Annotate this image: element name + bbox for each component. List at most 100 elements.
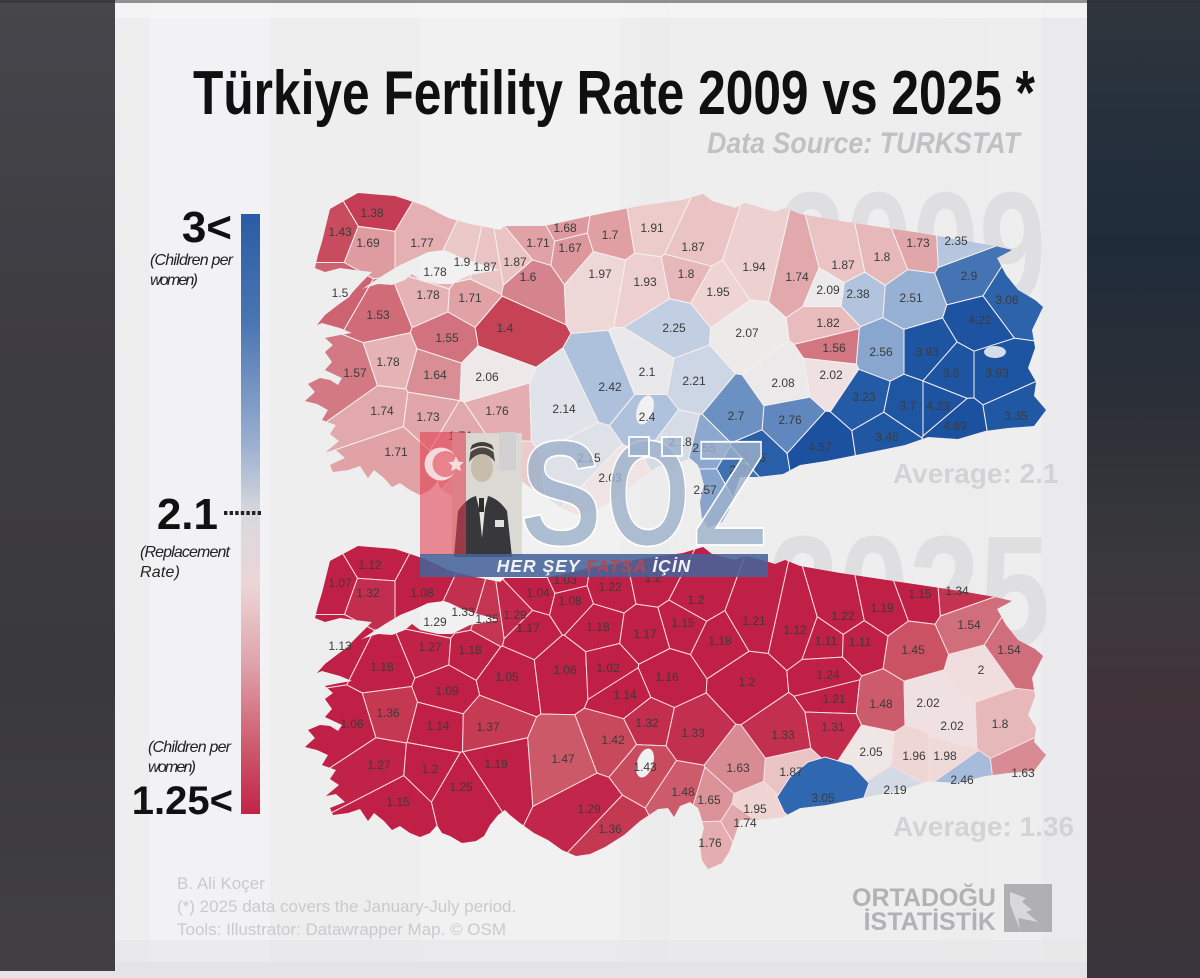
svg-text:1.14: 1.14 xyxy=(613,688,637,702)
svg-text:1.17: 1.17 xyxy=(633,627,657,641)
svg-text:1.87: 1.87 xyxy=(779,765,803,779)
svg-text:2.07: 2.07 xyxy=(735,326,759,340)
svg-text:Tools: Illustrator: Datawrappe: Tools: Illustrator: Datawrapper Map. © O… xyxy=(177,920,506,939)
svg-text:1.12: 1.12 xyxy=(783,623,807,637)
svg-text:1.22: 1.22 xyxy=(598,580,622,594)
svg-text:1.54: 1.54 xyxy=(957,618,981,632)
svg-text:1.24: 1.24 xyxy=(816,668,840,682)
svg-text:Rate): Rate) xyxy=(140,564,180,581)
svg-text:2.42: 2.42 xyxy=(598,380,622,394)
svg-text:3.15: 3.15 xyxy=(742,451,766,465)
svg-text:1.95: 1.95 xyxy=(706,285,730,299)
svg-text:1.69: 1.69 xyxy=(356,236,380,250)
svg-text:1.8: 1.8 xyxy=(992,717,1009,731)
svg-text:1.74: 1.74 xyxy=(733,816,757,830)
svg-text:1.31: 1.31 xyxy=(821,720,845,734)
svg-text:1.47: 1.47 xyxy=(551,752,575,766)
svg-text:2.02: 2.02 xyxy=(916,696,940,710)
svg-text:3.7: 3.7 xyxy=(900,399,917,413)
svg-text:1.82: 1.82 xyxy=(816,316,840,330)
svg-text:(Replacement: (Replacement xyxy=(140,544,231,561)
svg-text:3.8: 3.8 xyxy=(943,366,960,380)
svg-text:1.93: 1.93 xyxy=(633,275,657,289)
svg-text:1.29: 1.29 xyxy=(423,615,447,629)
svg-text:1.96: 1.96 xyxy=(902,749,926,763)
svg-text:1.87: 1.87 xyxy=(831,258,855,272)
svg-text:1.06: 1.06 xyxy=(553,663,577,677)
svg-text:1.11: 1.11 xyxy=(849,635,872,649)
svg-text:1.5: 1.5 xyxy=(332,286,349,300)
svg-text:1.43: 1.43 xyxy=(633,760,657,774)
svg-text:1.07: 1.07 xyxy=(328,576,352,590)
svg-text:Data Source: TURKSTAT: Data Source: TURKSTAT xyxy=(707,127,1022,160)
svg-text:1.38: 1.38 xyxy=(360,206,384,220)
svg-text:1.2: 1.2 xyxy=(422,762,439,776)
svg-text:1.11: 1.11 xyxy=(815,634,838,648)
svg-text:2.46: 2.46 xyxy=(950,773,974,787)
svg-text:1.87: 1.87 xyxy=(473,260,497,274)
svg-text:3.46: 3.46 xyxy=(875,430,899,444)
svg-text:1.18: 1.18 xyxy=(370,660,394,674)
svg-text:1.98: 1.98 xyxy=(933,749,957,763)
svg-text:2.4: 2.4 xyxy=(639,410,656,424)
svg-text:1.32: 1.32 xyxy=(635,716,659,730)
svg-text:2.7: 2.7 xyxy=(728,409,745,423)
svg-text:1.19: 1.19 xyxy=(870,601,894,615)
svg-text:S: S xyxy=(520,409,602,577)
svg-text:2.1: 2.1 xyxy=(157,490,218,539)
svg-text:HER ŞEY FATSA İÇİN: HER ŞEY FATSA İÇİN xyxy=(497,556,692,576)
svg-text:1.2: 1.2 xyxy=(688,593,705,607)
svg-text:women): women) xyxy=(148,759,196,776)
svg-text:1.19: 1.19 xyxy=(484,757,508,771)
svg-text:3<: 3< xyxy=(182,203,232,252)
svg-text:4.57: 4.57 xyxy=(808,440,832,454)
svg-text:3.06: 3.06 xyxy=(995,293,1019,307)
svg-text:1.48: 1.48 xyxy=(671,785,695,799)
svg-text:1.27: 1.27 xyxy=(418,640,442,654)
svg-text:B. Ali Koçer: B. Ali Koçer xyxy=(177,874,265,893)
svg-text:1.29: 1.29 xyxy=(577,802,601,816)
svg-text:2: 2 xyxy=(978,663,985,677)
svg-text:2.55: 2.55 xyxy=(692,441,716,455)
svg-text:1.15: 1.15 xyxy=(386,795,410,809)
svg-text:2.56: 2.56 xyxy=(869,345,893,359)
svg-text:1.2: 1.2 xyxy=(739,675,756,689)
svg-text:1.71: 1.71 xyxy=(526,236,550,250)
svg-text:1.78: 1.78 xyxy=(376,355,400,369)
svg-text:2.09: 2.09 xyxy=(816,283,840,297)
svg-text:(*) 2025 data covers the Janua: (*) 2025 data covers the January-July pe… xyxy=(177,897,516,916)
svg-text:1.76: 1.76 xyxy=(698,836,722,850)
svg-text:1.77: 1.77 xyxy=(410,236,434,250)
svg-text:1.95: 1.95 xyxy=(743,802,767,816)
svg-text:1.35: 1.35 xyxy=(475,612,499,626)
svg-text:2.38: 2.38 xyxy=(846,287,870,301)
svg-text:1.56: 1.56 xyxy=(822,341,846,355)
svg-text:1.13: 1.13 xyxy=(328,639,352,653)
svg-text:2.14: 2.14 xyxy=(552,402,576,416)
svg-text:1.73: 1.73 xyxy=(416,410,440,424)
svg-text:1.8: 1.8 xyxy=(678,267,695,281)
svg-text:1.25: 1.25 xyxy=(449,780,473,794)
svg-text:O: O xyxy=(606,409,690,577)
svg-text:3.05: 3.05 xyxy=(811,791,835,805)
svg-text:1.74: 1.74 xyxy=(785,270,809,284)
svg-text:2.05: 2.05 xyxy=(859,745,883,759)
svg-text:1.67: 1.67 xyxy=(558,241,582,255)
svg-text:women): women) xyxy=(150,272,198,289)
svg-text:1.27: 1.27 xyxy=(367,758,391,772)
svg-text:3.35: 3.35 xyxy=(1004,409,1028,423)
svg-text:1.22: 1.22 xyxy=(831,609,855,623)
svg-text:2.15: 2.15 xyxy=(577,451,601,465)
svg-text:(Children per: (Children per xyxy=(150,252,234,269)
svg-text:2.51: 2.51 xyxy=(899,291,923,305)
svg-text:1.63: 1.63 xyxy=(1011,766,1035,780)
svg-text:1.71: 1.71 xyxy=(458,291,482,305)
svg-text:1.33: 1.33 xyxy=(451,605,475,619)
svg-text:1.91: 1.91 xyxy=(640,221,664,235)
svg-text:2.9: 2.9 xyxy=(961,269,978,283)
svg-text:1.65: 1.65 xyxy=(697,793,721,807)
svg-text:1.48: 1.48 xyxy=(869,697,893,711)
svg-text:2.21: 2.21 xyxy=(682,374,706,388)
svg-text:2.06: 2.06 xyxy=(475,370,499,384)
svg-text:2.19: 2.19 xyxy=(883,783,907,797)
